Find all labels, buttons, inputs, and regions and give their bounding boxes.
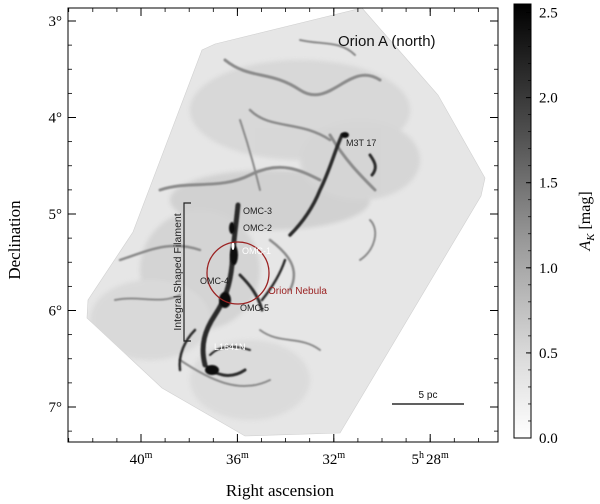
ra-tick-value: 36 (226, 452, 242, 468)
ra-tick-unit: m (241, 450, 249, 461)
ra-tick-unit: m (145, 450, 153, 461)
ra-tick-value: 5 (412, 452, 420, 468)
minor-ticks (68, 8, 498, 442)
orion-nebula-circle (206, 241, 270, 305)
colorbar-tick-label: 0.0 (539, 431, 558, 447)
colorbar (513, 3, 532, 439)
colorbar-tick-label: 1.0 (539, 261, 558, 277)
colorbar-label-unit: [mag] (577, 191, 594, 233)
dec-tick-label: 3° (49, 14, 63, 30)
label-omc5: OMC-5 (240, 303, 269, 313)
orion-nebula-label: Orion Nebula (268, 286, 327, 297)
map-title: Orion A (north) (338, 33, 436, 50)
integral-filament-label: Integral Shaped Filament (172, 213, 184, 330)
colorbar-tick-label: 1.5 (539, 176, 558, 192)
colorbar-tick-label: 2.0 (539, 91, 558, 107)
colorbar-ticks: 0.0 0.5 1.0 1.5 2.0 2.5 (526, 6, 558, 447)
x-axis-label: Right ascension (226, 481, 335, 500)
colorbar-label-main: A (577, 241, 594, 252)
ra-tick-label: 32m (322, 450, 345, 468)
ra-axis-ticks: 40m 36m 32m 5h 28m (130, 8, 449, 468)
ra-tick-unit: m (337, 450, 345, 461)
ra-tick-unit-2: m (441, 450, 449, 461)
ra-tick-value: 32 (322, 452, 337, 468)
y-axis-label: Declination (5, 200, 24, 280)
label-l1641n: L1641N (214, 342, 246, 352)
colorbar-tick-label: 2.5 (539, 6, 558, 22)
scale-bar-label: 5 pc (419, 390, 438, 401)
ra-tick-value: 40 (130, 452, 145, 468)
ra-tick-label: 36m (226, 450, 249, 468)
ra-tick-label: 40m (130, 450, 153, 468)
ra-tick-value-2: 28 (426, 452, 441, 468)
integral-filament-bracket (183, 202, 191, 342)
label-omc3: OMC-3 (243, 206, 272, 216)
colorbar-label-sub: K (585, 233, 597, 242)
label-omc4: OMC-4 (200, 276, 229, 286)
label-omc2: OMC-2 (243, 223, 272, 233)
colorbar-tick-label: 0.5 (539, 346, 558, 362)
label-m3t17: M3T 17 (346, 138, 376, 148)
dec-tick-label: 7° (49, 400, 63, 416)
colorbar-label: AK [mag] (577, 191, 597, 251)
ra-tick-label: 5h 28m (412, 450, 450, 468)
map-axes-frame (67, 7, 499, 443)
dec-tick-label: 4° (49, 111, 63, 127)
dec-tick-label: 6° (49, 304, 63, 320)
dec-axis-ticks: 3° 4° 5° 6° 7° (49, 14, 498, 416)
extinction-map-image (86, 7, 486, 437)
label-omc1: OMC-1 (242, 246, 271, 256)
dec-tick-label: 5° (49, 207, 63, 223)
ra-tick-unit: h (419, 450, 424, 461)
